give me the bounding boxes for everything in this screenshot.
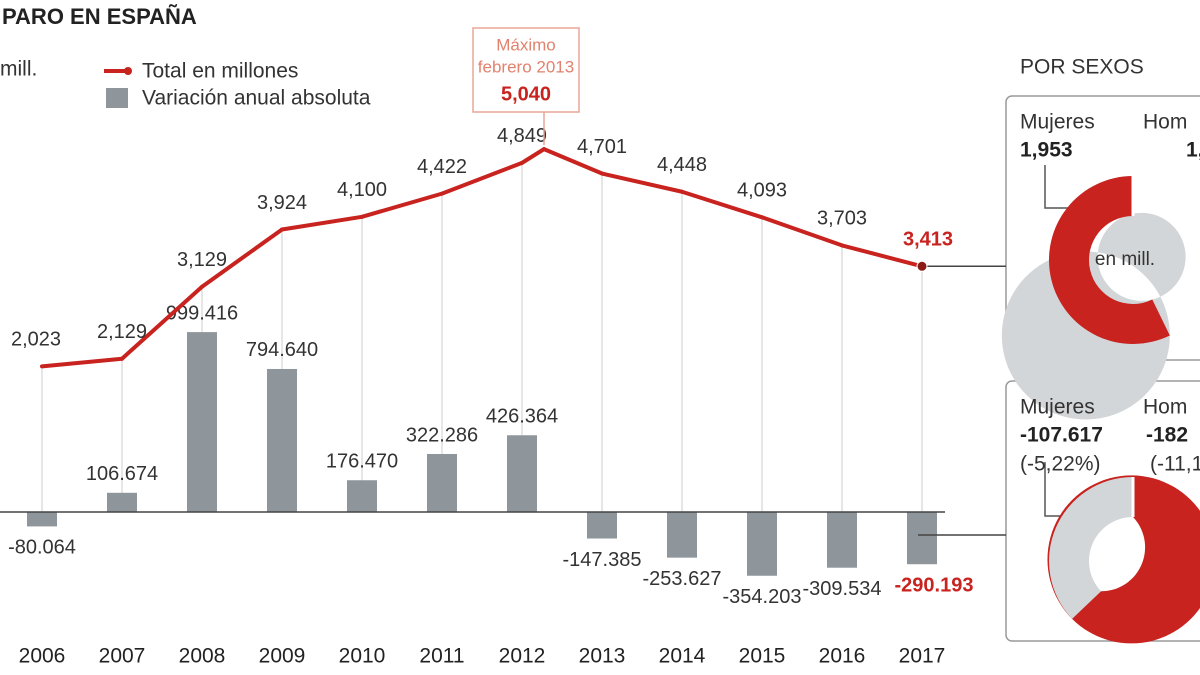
x-tick-label: 2008 bbox=[179, 645, 226, 668]
line-segment bbox=[120, 284, 204, 361]
x-tick-label: 2013 bbox=[579, 645, 626, 668]
women-label: Mujeres bbox=[1020, 111, 1095, 134]
bar-value-label: 176.470 bbox=[326, 451, 398, 473]
bar bbox=[27, 512, 57, 527]
line-segment bbox=[760, 215, 844, 248]
line-segment bbox=[542, 147, 604, 176]
women-value: 1,953 bbox=[1020, 139, 1073, 162]
bar-value-label: -253.627 bbox=[643, 568, 722, 590]
bar-value-label: -80.064 bbox=[8, 537, 76, 559]
x-tick-label: 2015 bbox=[739, 645, 786, 668]
legend-swatch bbox=[106, 88, 128, 108]
women-value: -107.617 bbox=[1020, 424, 1103, 447]
bar-value-label: 794.640 bbox=[246, 339, 318, 361]
line-value-label: 2,129 bbox=[97, 321, 147, 343]
chart-title: PARO EN ESPAÑA bbox=[2, 4, 197, 29]
x-tick-label: 2014 bbox=[659, 645, 706, 668]
annotation-text: Máximo bbox=[496, 35, 556, 54]
men-pct: (-11,1 bbox=[1150, 453, 1200, 476]
line-segment bbox=[360, 191, 444, 219]
x-tick-label: 2009 bbox=[259, 645, 306, 668]
line-value-label: 4,701 bbox=[577, 136, 627, 158]
x-tick-label: 2010 bbox=[339, 645, 386, 668]
men-value: -182 bbox=[1146, 424, 1188, 447]
bar bbox=[427, 453, 457, 512]
bar-value-label: 322.286 bbox=[406, 424, 478, 446]
donut-women bbox=[1049, 477, 1133, 619]
x-tick-label: 2017 bbox=[899, 645, 946, 668]
line-value-label: 3,129 bbox=[177, 249, 227, 271]
connector bbox=[1044, 165, 1078, 209]
line-segment bbox=[440, 160, 524, 196]
donut-women bbox=[1049, 176, 1170, 344]
bar bbox=[347, 480, 377, 512]
line-segment bbox=[680, 189, 764, 220]
annotation-text: febrero 2013 bbox=[478, 57, 574, 76]
men-label: Hom bbox=[1143, 111, 1187, 134]
men-value: 1, bbox=[1186, 139, 1200, 162]
legend-label: Variación anual absoluta bbox=[142, 87, 371, 110]
bar bbox=[187, 332, 217, 512]
line-value-label: 3,413 bbox=[903, 229, 953, 251]
bar-value-label: 106.674 bbox=[86, 463, 158, 485]
annotation-value: 5,040 bbox=[501, 83, 551, 105]
line-segment bbox=[600, 171, 684, 194]
bar bbox=[507, 435, 537, 512]
bar-value-label: 426.364 bbox=[486, 406, 558, 428]
bar bbox=[267, 368, 297, 512]
line-segment bbox=[40, 356, 124, 369]
line-value-label: 4,100 bbox=[337, 179, 387, 201]
line-segment bbox=[200, 227, 284, 289]
line-value-label: 4,093 bbox=[737, 180, 787, 202]
bar-value-label: -290.193 bbox=[895, 575, 974, 597]
bar bbox=[747, 512, 777, 576]
men-label: Hom bbox=[1143, 396, 1187, 419]
panel-title: POR SEXOS bbox=[1020, 56, 1144, 79]
bar bbox=[667, 512, 697, 558]
x-tick-label: 2007 bbox=[99, 645, 146, 668]
legend-dot bbox=[124, 67, 132, 75]
bar-value-label: -354.203 bbox=[723, 586, 802, 608]
bar bbox=[827, 512, 857, 568]
bar bbox=[107, 492, 137, 512]
line-segment bbox=[840, 243, 924, 269]
bar bbox=[587, 512, 617, 539]
line-value-label: 3,924 bbox=[257, 192, 307, 214]
x-tick-label: 2016 bbox=[819, 645, 866, 668]
x-tick-label: 2011 bbox=[419, 645, 464, 668]
y-unit-label: mill. bbox=[0, 58, 37, 81]
women-pct: (-5,22%) bbox=[1020, 453, 1101, 476]
line-value-label: 4,849 bbox=[497, 125, 547, 147]
line-value-label: 2,023 bbox=[11, 329, 61, 351]
bar-value-label: -147.385 bbox=[563, 549, 642, 571]
women-label: Mujeres bbox=[1020, 396, 1095, 419]
line-value-label: 3,703 bbox=[817, 208, 867, 230]
x-tick-label: 2012 bbox=[499, 645, 546, 668]
line-segment bbox=[280, 214, 364, 232]
annotation-box bbox=[472, 27, 580, 113]
donut-center: en mill. bbox=[1095, 249, 1155, 270]
bar-value-label: -309.534 bbox=[803, 578, 882, 600]
bar bbox=[907, 512, 937, 565]
line-segment bbox=[520, 147, 546, 165]
bar-value-label: 999.416 bbox=[166, 302, 238, 324]
line-value-label: 4,448 bbox=[657, 154, 707, 176]
line-value-label: 4,422 bbox=[417, 156, 467, 178]
line-point bbox=[916, 260, 928, 272]
x-tick-label: 2006 bbox=[19, 645, 66, 668]
legend-label: Total en millones bbox=[142, 60, 298, 83]
